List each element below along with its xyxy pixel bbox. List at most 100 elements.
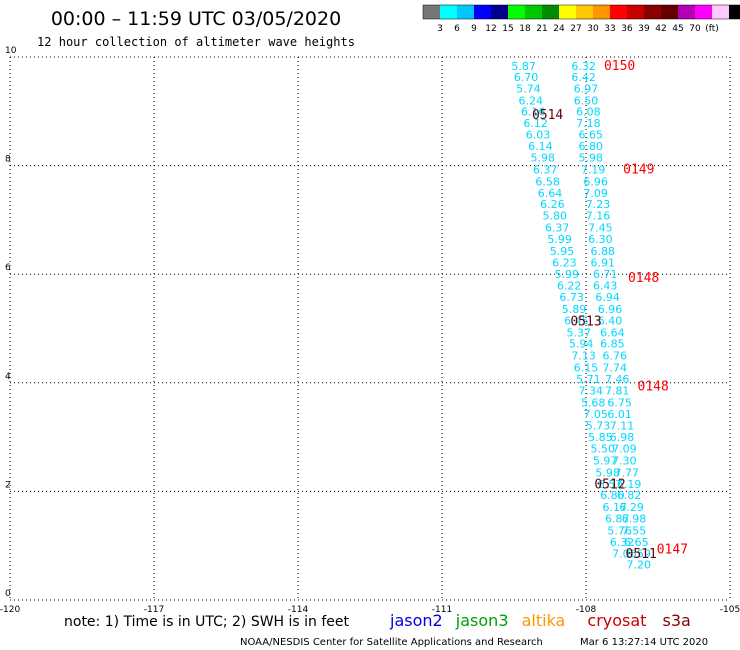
legend-item: cryosat (587, 611, 646, 630)
colorbar-label: (ft) (705, 24, 719, 34)
wave-height-label: 7.81 (605, 384, 630, 397)
wave-height-label: 6.08 (576, 105, 601, 118)
colorbar-label: 3 (437, 24, 443, 34)
colorbar-label: 33 (604, 24, 615, 34)
wave-height-label: 6.85 (600, 338, 625, 351)
wave-height-label: 7.16 (586, 210, 611, 223)
colorbar-swatch (559, 5, 576, 19)
colorbar-swatch (678, 5, 695, 19)
track-time-label: 0150 (604, 59, 635, 74)
wave-height-label: 7.77 (615, 466, 640, 479)
colorbar-label: 42 (655, 24, 666, 34)
colorbar-swatch (440, 5, 457, 19)
chart-subtitle: 12 hour collection of altimeter wave hei… (37, 35, 355, 49)
wave-height-label: 7.46 (605, 373, 630, 386)
wave-height-label: 6.98 (622, 513, 647, 526)
wave-height-label: 6.65 (579, 129, 604, 142)
colorbar-label: 15 (502, 24, 513, 34)
colorbar-swatch (644, 5, 661, 19)
x-tick-label: -105 (720, 605, 740, 615)
wave-height-label: 6.24 (519, 94, 544, 107)
wave-height-label: 5.73 (586, 420, 611, 433)
colorbar-label: 24 (553, 24, 565, 34)
x-tick-label: -108 (576, 605, 597, 615)
wave-height-label: 5.85 (588, 431, 613, 444)
chart-title: 00:00 – 11:59 UTC 03/05/2020 (51, 8, 341, 30)
colorbar-frame (422, 4, 740, 20)
wave-height-label: 7.30 (612, 454, 637, 467)
colorbar-label: 39 (638, 24, 650, 34)
wave-height-label: 5.37 (567, 326, 592, 339)
legend-item: jason3 (455, 611, 509, 630)
track-time-label: 0513 (570, 314, 601, 329)
wave-height-label: 6.40 (598, 314, 623, 327)
wave-height-label: 5.76 (607, 524, 632, 537)
y-tick-label: 10 (5, 46, 17, 56)
colorbar-swatch (576, 5, 593, 19)
wave-height-label: 6.80 (579, 140, 604, 153)
x-tick-label: -111 (432, 605, 452, 615)
satellite-legend: jason2 jason3 altika cryosat s3a (389, 611, 691, 630)
wave-height-label: 5.95 (550, 245, 575, 258)
wave-height-label: 7.09 (583, 187, 608, 200)
wave-height-label: 6.50 (574, 94, 599, 107)
y-tick-label: 0 (5, 589, 11, 599)
wave-height-label: 6.87 (605, 513, 630, 526)
wave-height-label: 6.80 (600, 489, 625, 502)
wave-height-label: 7.20 (627, 559, 652, 572)
wave-height-label: 7.45 (588, 222, 613, 235)
wave-height-label: 6.23 (552, 256, 577, 269)
colorbar-swatch (729, 5, 740, 19)
axis-tick-labels: -120 -117 -114 -111 -108 -105 0 2 4 6 8 10 (0, 46, 740, 615)
wave-height-label: 5.68 (581, 396, 606, 409)
colorbar-swatch (610, 5, 627, 19)
track-time-label: 0149 (623, 162, 654, 177)
track-time-label: 0512 (594, 477, 625, 492)
wave-height-label: 6.75 (607, 396, 632, 409)
wave-height-label: 6.64 (600, 326, 625, 339)
wave-height-label: 6.14 (528, 140, 553, 153)
y-tick-label: 4 (5, 372, 11, 382)
y-tick-label: 6 (5, 263, 11, 273)
colorbar-swatch (508, 5, 525, 19)
colorbar: 3 6 9 12 15 18 21 24 27 30 33 36 39 42 45 70 (ft) (422, 4, 740, 34)
wave-height-label: 6.42 (571, 71, 596, 84)
wave-height-label: 6.58 (535, 175, 560, 188)
colorbar-swatch (525, 5, 542, 19)
wave-height-label: 6.19 (617, 478, 642, 491)
wave-height-label: 7.18 (576, 117, 601, 130)
wave-height-label: 6.03 (526, 129, 551, 142)
wave-height-label: 6.26 (540, 198, 565, 211)
wave-height-label: 5.99 (555, 268, 580, 281)
colorbar-label: 27 (570, 24, 581, 34)
colorbar-swatch (491, 5, 508, 19)
wave-height-label: 7.74 (603, 362, 628, 375)
track-time-label: 0148 (638, 380, 669, 395)
colorbar-label: 30 (587, 24, 599, 34)
wave-height-label: 6.32 (610, 536, 635, 549)
wave-height-label: 5.98 (531, 151, 556, 164)
data-points: 5.876.705.746.246.166.126.036.145.986.37… (511, 59, 688, 571)
wave-height-label: 6.57 (598, 478, 623, 491)
x-tick-label: -117 (144, 605, 164, 615)
wave-height-label: 7.13 (571, 350, 596, 363)
wave-height-label: 6.65 (624, 536, 649, 549)
wave-height-label: 5.71 (576, 373, 601, 386)
wave-height-label: 6.98 (610, 431, 635, 444)
colorbar-swatch (474, 5, 491, 19)
wave-height-label: 6.01 (607, 408, 632, 421)
track-time-label: 0147 (657, 543, 688, 558)
wave-height-label: 7.05 (583, 408, 608, 421)
wave-height-label: 7.19 (581, 163, 606, 176)
wave-height-label: 5.74 (516, 82, 541, 95)
wave-height-label: 5.80 (543, 210, 568, 223)
wave-height-label: 5.94 (569, 338, 594, 351)
wave-height-label: 7.06 (612, 547, 637, 560)
wave-height-label: 7.11 (610, 420, 635, 433)
colorbar-swatch (661, 5, 678, 19)
colorbar-label: 45 (672, 24, 683, 34)
y-tick-label: 2 (5, 480, 11, 490)
track-time-label: 0148 (628, 271, 659, 286)
track-time-label: 0514 (532, 108, 563, 123)
